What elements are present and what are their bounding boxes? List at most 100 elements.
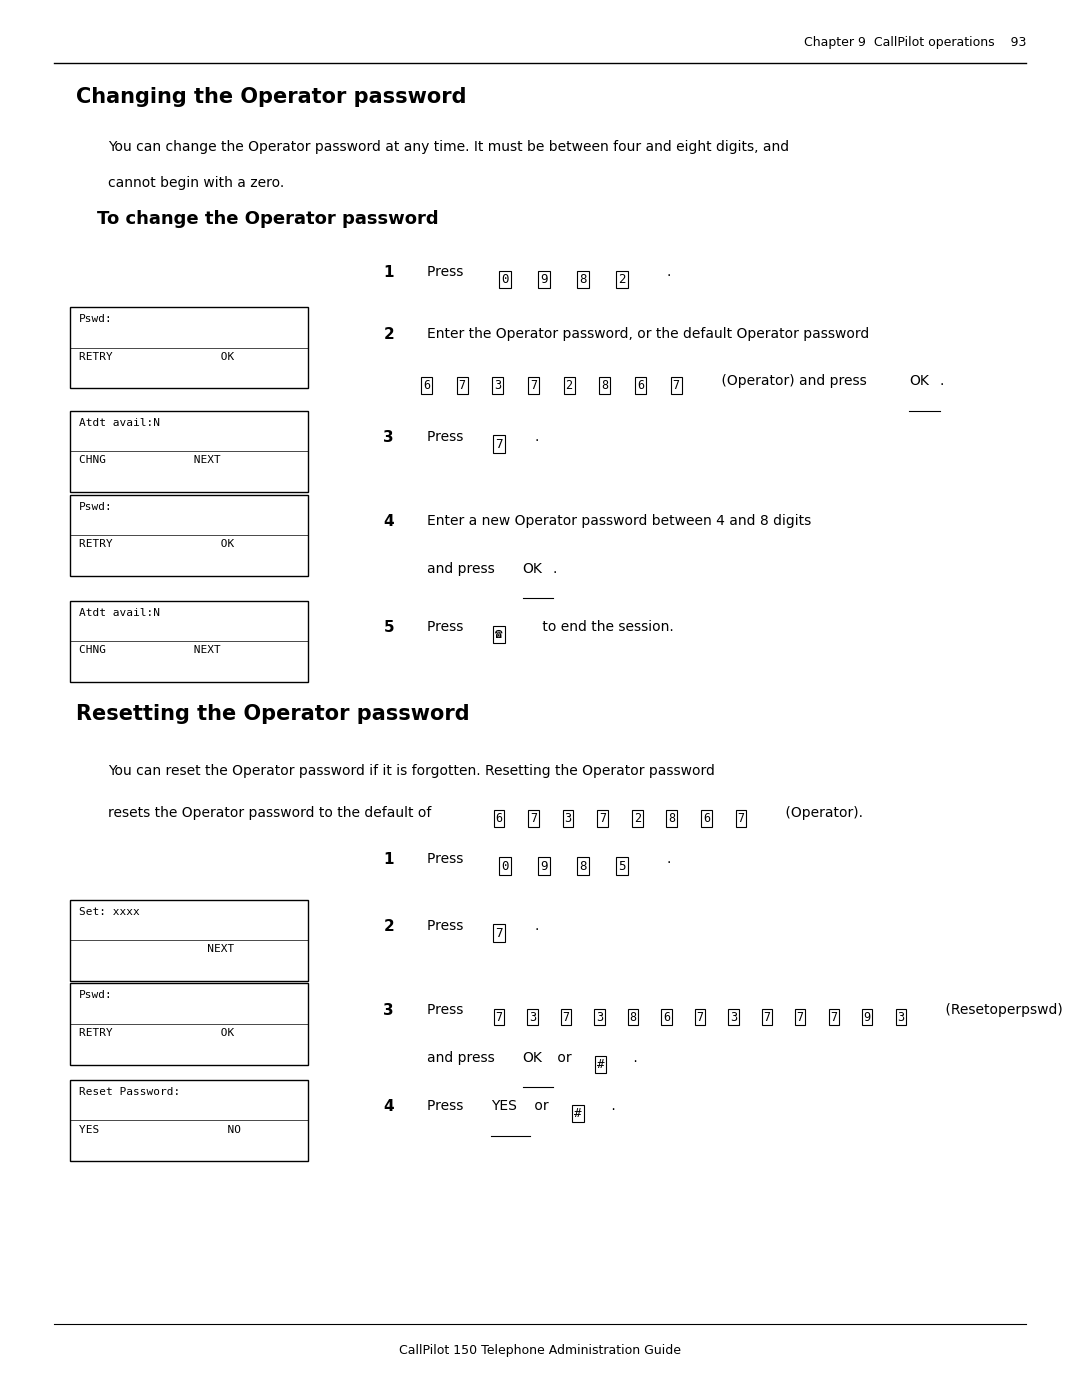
Text: 3: 3 — [383, 430, 394, 446]
Text: 7: 7 — [599, 812, 606, 826]
Text: CallPilot 150 Telephone Administration Guide: CallPilot 150 Telephone Administration G… — [399, 1344, 681, 1356]
Text: 2: 2 — [383, 919, 394, 935]
Text: Pswd:: Pswd: — [79, 502, 112, 511]
Text: (Operator) and press: (Operator) and press — [717, 374, 872, 388]
Text: 1: 1 — [383, 265, 394, 281]
Text: CHNG             NEXT: CHNG NEXT — [79, 645, 220, 655]
Text: 8: 8 — [580, 272, 586, 286]
Text: 2: 2 — [383, 327, 394, 342]
Text: OK: OK — [523, 1051, 542, 1065]
Text: resets the Operator password to the default of: resets the Operator password to the defa… — [108, 806, 431, 820]
Text: Enter the Operator password, or the default Operator password: Enter the Operator password, or the defa… — [427, 327, 868, 341]
Text: Pswd:: Pswd: — [79, 990, 112, 1000]
Text: 3: 3 — [897, 1010, 904, 1024]
Text: 4: 4 — [383, 1099, 394, 1115]
Text: RETRY                OK: RETRY OK — [79, 539, 234, 549]
Text: 7: 7 — [797, 1010, 804, 1024]
Text: Atdt avail:N: Atdt avail:N — [79, 418, 160, 427]
Text: cannot begin with a zero.: cannot begin with a zero. — [108, 176, 284, 190]
FancyBboxPatch shape — [70, 1080, 308, 1161]
Text: 6: 6 — [637, 379, 644, 393]
Text: OK: OK — [523, 562, 542, 576]
Text: 7: 7 — [496, 926, 502, 940]
Text: .: . — [940, 374, 944, 388]
Text: 9: 9 — [541, 859, 548, 873]
Text: 8: 8 — [602, 379, 608, 393]
Text: 6: 6 — [496, 812, 502, 826]
Text: You can change the Operator password at any time. It must be between four and ei: You can change the Operator password at … — [108, 140, 789, 154]
Text: RETRY                OK: RETRY OK — [79, 1028, 234, 1038]
Text: Chapter 9  CallPilot operations    93: Chapter 9 CallPilot operations 93 — [804, 36, 1026, 49]
Text: Press: Press — [427, 620, 468, 634]
FancyBboxPatch shape — [70, 900, 308, 981]
Text: Resetting the Operator password: Resetting the Operator password — [76, 704, 469, 724]
Text: 7: 7 — [697, 1010, 703, 1024]
Text: RETRY                OK: RETRY OK — [79, 352, 234, 362]
Text: 8: 8 — [580, 859, 586, 873]
Text: to end the session.: to end the session. — [538, 620, 674, 634]
Text: To change the Operator password: To change the Operator password — [97, 210, 438, 228]
Text: 7: 7 — [764, 1010, 770, 1024]
Text: 3: 3 — [596, 1010, 603, 1024]
Text: Atdt avail:N: Atdt avail:N — [79, 608, 160, 617]
Text: OK: OK — [909, 374, 929, 388]
Text: 3: 3 — [495, 379, 501, 393]
Text: .: . — [535, 430, 539, 444]
Text: Press: Press — [427, 430, 468, 444]
Text: 7: 7 — [530, 812, 537, 826]
Text: YES                   NO: YES NO — [79, 1125, 241, 1134]
Text: NEXT: NEXT — [79, 944, 234, 954]
FancyBboxPatch shape — [70, 601, 308, 682]
Text: 3: 3 — [529, 1010, 536, 1024]
Text: 9: 9 — [864, 1010, 870, 1024]
Text: 7: 7 — [673, 379, 679, 393]
Text: #: # — [575, 1106, 581, 1120]
Text: 4: 4 — [383, 514, 394, 529]
Text: 7: 7 — [496, 437, 502, 451]
Text: Press: Press — [427, 265, 468, 279]
Text: Enter a new Operator password between 4 and 8 digits: Enter a new Operator password between 4 … — [427, 514, 811, 528]
Text: 7: 7 — [530, 379, 537, 393]
Text: or: or — [553, 1051, 576, 1065]
Text: Reset Password:: Reset Password: — [79, 1087, 180, 1097]
Text: (Resetoperpswd): (Resetoperpswd) — [941, 1003, 1063, 1017]
Text: YES: YES — [491, 1099, 517, 1113]
Text: 3: 3 — [565, 812, 571, 826]
Text: (Operator).: (Operator). — [781, 806, 863, 820]
Text: Press: Press — [427, 1099, 468, 1113]
Text: 8: 8 — [630, 1010, 636, 1024]
Text: Pswd:: Pswd: — [79, 314, 112, 324]
Text: or: or — [530, 1099, 553, 1113]
Text: .: . — [666, 265, 671, 279]
Text: 6: 6 — [663, 1010, 670, 1024]
FancyBboxPatch shape — [70, 983, 308, 1065]
Text: 6: 6 — [703, 812, 710, 826]
Text: CHNG             NEXT: CHNG NEXT — [79, 455, 220, 465]
Text: 5: 5 — [383, 620, 394, 636]
Text: 7: 7 — [831, 1010, 837, 1024]
Text: Press: Press — [427, 1003, 468, 1017]
Text: 2: 2 — [566, 379, 572, 393]
Text: 2: 2 — [634, 812, 640, 826]
Text: 6: 6 — [423, 379, 430, 393]
Text: 0: 0 — [502, 859, 509, 873]
FancyBboxPatch shape — [70, 307, 308, 388]
Text: Press: Press — [427, 852, 468, 866]
Text: 3: 3 — [383, 1003, 394, 1018]
Text: .: . — [607, 1099, 616, 1113]
Text: ☎: ☎ — [496, 627, 502, 641]
Text: 0: 0 — [502, 272, 509, 286]
Text: 1: 1 — [383, 852, 394, 868]
Text: 9: 9 — [541, 272, 548, 286]
Text: Press: Press — [427, 919, 468, 933]
Text: 3: 3 — [730, 1010, 737, 1024]
Text: You can reset the Operator password if it is forgotten. Resetting the Operator p: You can reset the Operator password if i… — [108, 764, 715, 778]
FancyBboxPatch shape — [70, 495, 308, 576]
Text: and press: and press — [427, 562, 499, 576]
Text: .: . — [666, 852, 671, 866]
Text: 5: 5 — [619, 859, 625, 873]
Text: .: . — [553, 562, 557, 576]
Text: .: . — [629, 1051, 637, 1065]
Text: .: . — [535, 919, 539, 933]
Text: 2: 2 — [619, 272, 625, 286]
